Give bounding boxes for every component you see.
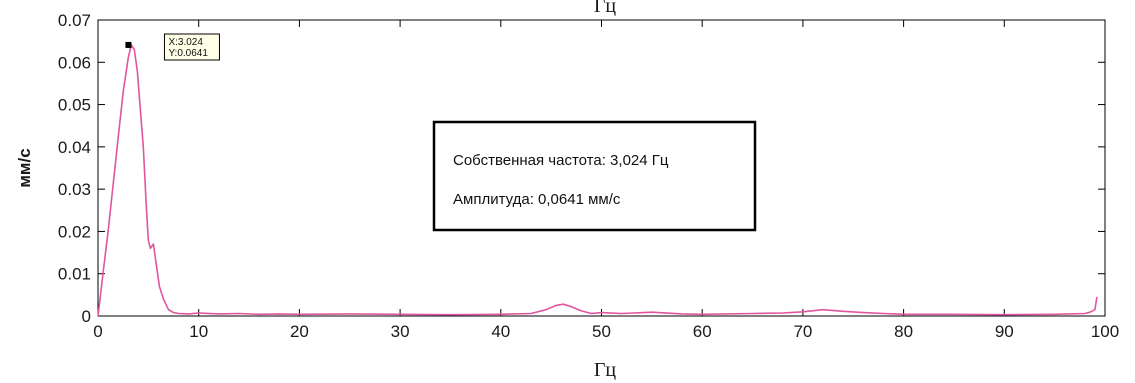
info-natural-frequency: Собственная частота: 3,024 Гц bbox=[453, 152, 669, 169]
x-tick-label: 30 bbox=[391, 322, 410, 341]
series-line bbox=[97, 44, 1098, 317]
x-tick-label: 90 bbox=[995, 322, 1014, 341]
x-axis: 0 10 20 30 40 50 60 70 80 90 100 bbox=[93, 20, 1119, 341]
datatip-y-text: Y:0.0641 bbox=[168, 48, 208, 59]
x-tick-label: 80 bbox=[894, 322, 913, 341]
y-tick-label: 0.04 bbox=[58, 138, 91, 157]
y-axis: 0 0.01 0.02 0.03 0.04 0.05 0.06 0.07 bbox=[58, 11, 1105, 326]
y-axis-title: мм/с bbox=[15, 148, 34, 187]
x-tick-label: 0 bbox=[93, 322, 102, 341]
info-box: Собственная частота: 3,024 Гц Амплитуда:… bbox=[432, 120, 757, 232]
datatip-box bbox=[163, 33, 220, 61]
x-tick-label: 10 bbox=[189, 322, 208, 341]
info-box-frame bbox=[432, 120, 757, 232]
x-tick-label: 100 bbox=[1091, 322, 1119, 341]
x-tick-label: 40 bbox=[491, 322, 510, 341]
y-tick-label: 0 bbox=[82, 307, 91, 326]
y-tick-label: 0.07 bbox=[58, 11, 91, 30]
datatip-marker bbox=[125, 41, 132, 48]
x-tick-label: 20 bbox=[290, 322, 309, 341]
x-tick-label: 50 bbox=[592, 322, 611, 341]
y-tick-label: 0.03 bbox=[58, 180, 91, 199]
y-tick-label: 0.02 bbox=[58, 222, 91, 241]
info-amplitude: Амплитуда: 0,0641 мм/с bbox=[453, 191, 621, 208]
x-tick-label: 60 bbox=[693, 322, 712, 341]
y-tick-label: 0.01 bbox=[58, 265, 91, 284]
x-axis-title: Гц bbox=[594, 359, 617, 381]
datatip-x-text: X:3.024 bbox=[168, 37, 203, 48]
datatip: X:3.024 Y:0.0641 bbox=[125, 33, 220, 61]
top-axis-label: Гц bbox=[594, 0, 617, 17]
y-tick-label: 0.05 bbox=[58, 96, 91, 115]
y-tick-label: 0.06 bbox=[58, 53, 91, 72]
x-tick-label: 70 bbox=[793, 322, 812, 341]
